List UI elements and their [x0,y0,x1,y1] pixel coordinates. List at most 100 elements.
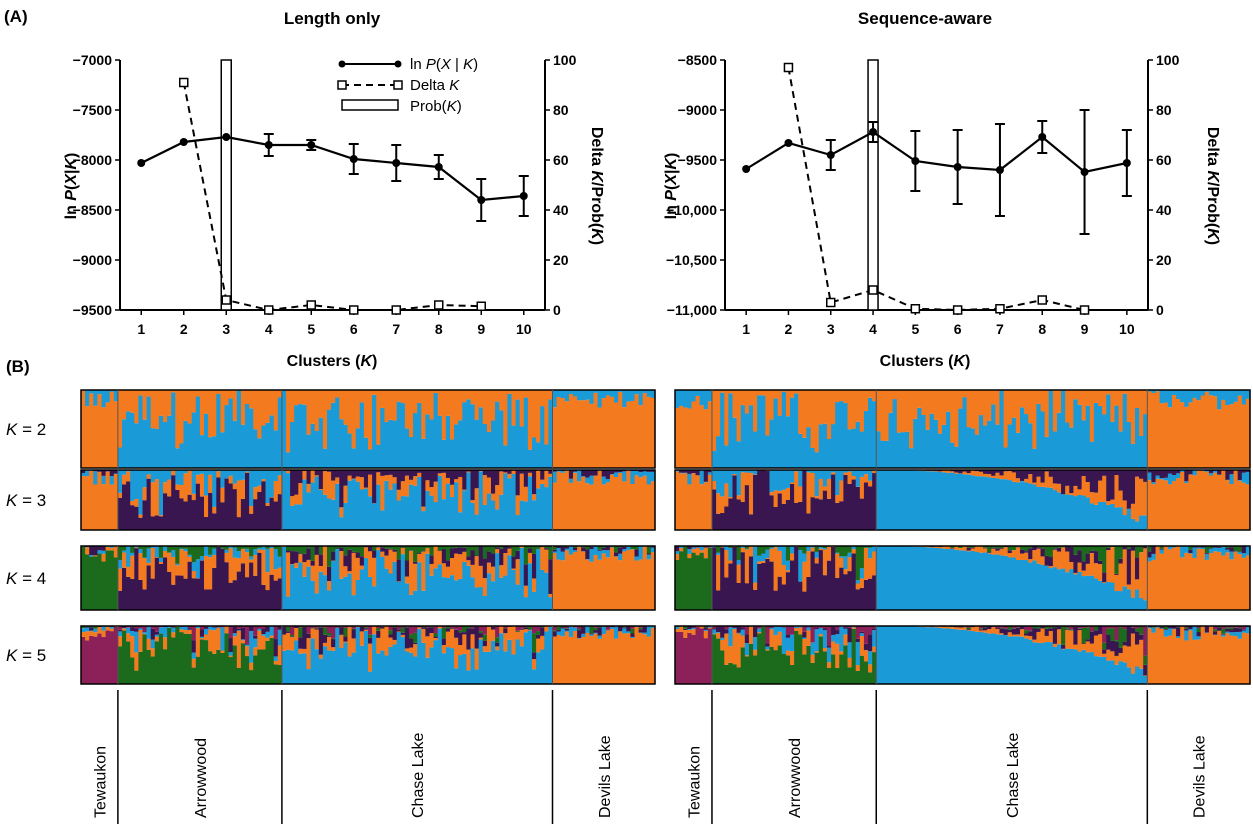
ancestry-segment [1118,546,1124,559]
ancestry-segment [1167,628,1173,636]
ancestry-segment [384,470,390,476]
ancestry-segment [1213,551,1218,610]
ancestry-segment [1208,470,1214,473]
ancestry-segment [101,636,107,684]
ancestry-segment [109,546,115,548]
ancestry-segment [343,555,349,567]
ancestry-segment [277,475,283,495]
ancestry-segment [892,399,898,468]
ancestry-segment [261,584,267,610]
ancestry-segment [273,501,279,530]
ancestry-segment [146,396,152,468]
ancestry-segment [802,626,808,632]
ancestry-segment [872,551,877,576]
ancestry-segment [1221,628,1226,634]
ancestry-segment [773,490,779,507]
ancestry-segment [798,486,803,502]
ancestry-segment [720,470,725,497]
ancestry-segment [724,549,729,578]
ancestry-segment [593,627,599,631]
ancestry-segment [1106,546,1111,548]
ancestry-segment [122,419,127,468]
ancestry-segment [351,551,357,553]
ancestry-segment [511,546,517,557]
ancestry-segment [609,474,615,530]
ancestry-segment [851,479,857,530]
ancestry-segment [740,629,746,636]
ancestry-segment [822,486,828,491]
ancestry-segment [991,548,996,555]
ancestry-segment [638,629,644,633]
ancestry-segment [380,626,385,629]
ancestry-segment [736,441,742,468]
ancestry-segment [683,626,688,629]
ancestry-segment [1225,390,1231,406]
ancestry-segment [983,552,988,610]
ancestry-segment [433,481,439,503]
ancestry-segment [1077,651,1083,684]
ancestry-segment [318,626,324,628]
ancestry-segment [753,470,758,475]
ancestry-segment [736,583,742,610]
ancestry-segment [1036,642,1042,684]
ancestry-segment [195,470,201,475]
ancestry-segment [183,470,189,474]
ancestry-segment [933,419,939,468]
ancestry-segment [589,633,595,635]
ancestry-segment [343,626,349,628]
ancestry-segment [1110,628,1116,641]
ancestry-segment [802,631,808,638]
ancestry-segment [847,571,853,610]
ancestry-segment [85,476,90,530]
ancestry-segment [1040,628,1046,643]
ancestry-segment [634,627,640,684]
ancestry-segment [388,646,394,684]
ancestry-segment [376,626,381,628]
ancestry-segment [740,552,746,610]
ancestry-segment [1200,390,1206,396]
ancestry-segment [400,390,406,404]
ancestry-segment [1233,636,1239,684]
ancestry-segment [228,657,234,684]
ancestry-segment [101,470,107,476]
chart-length-only: Length only Clusters (K) ln P(X|K) Delta… [63,9,605,370]
ancestry-segment [622,551,627,610]
ancestry-segment [798,390,803,434]
ancestry-segment [409,470,414,480]
ancestry-segment [822,546,828,549]
ancestry-segment [372,586,377,610]
ancestry-segment [966,546,972,548]
ancestry-segment [560,470,566,473]
ancestry-segment [711,633,717,635]
ancestry-segment [1081,649,1087,684]
ancestry-segment [1007,553,1013,558]
ancestry-segment [728,563,734,610]
ancestry-segment [1102,475,1107,502]
ancestry-segment [1122,641,1128,646]
ancestry-segment [1180,402,1185,468]
ancestry-segment [199,546,205,557]
ancestry-segment [306,566,312,610]
ancestry-segment [236,667,242,684]
ancestry-segment [413,632,418,643]
ancestry-segment [556,470,562,472]
ancestry-segment [802,561,808,592]
ancestry-segment [1073,574,1079,610]
ancestry-segment [1237,395,1243,468]
ancestry-segment [363,487,369,489]
ancestry-segment [720,496,725,513]
ancestry-segment [167,546,172,553]
ancestry-segment [429,626,435,628]
chart-title: Sequence-aware [858,9,992,28]
ancestry-segment [1015,478,1021,483]
ancestry-segment [753,637,758,650]
ancestry-segment [1102,583,1107,610]
ancestry-segment [359,470,365,478]
ancestry-segment [527,470,533,473]
ancestry-segment [1065,390,1070,423]
ancestry-segment [1061,649,1066,684]
ancestry-segment [1196,628,1202,632]
ancestry-segment [302,562,308,577]
ancestry-segment [204,589,209,610]
ancestry-segment [987,546,992,553]
